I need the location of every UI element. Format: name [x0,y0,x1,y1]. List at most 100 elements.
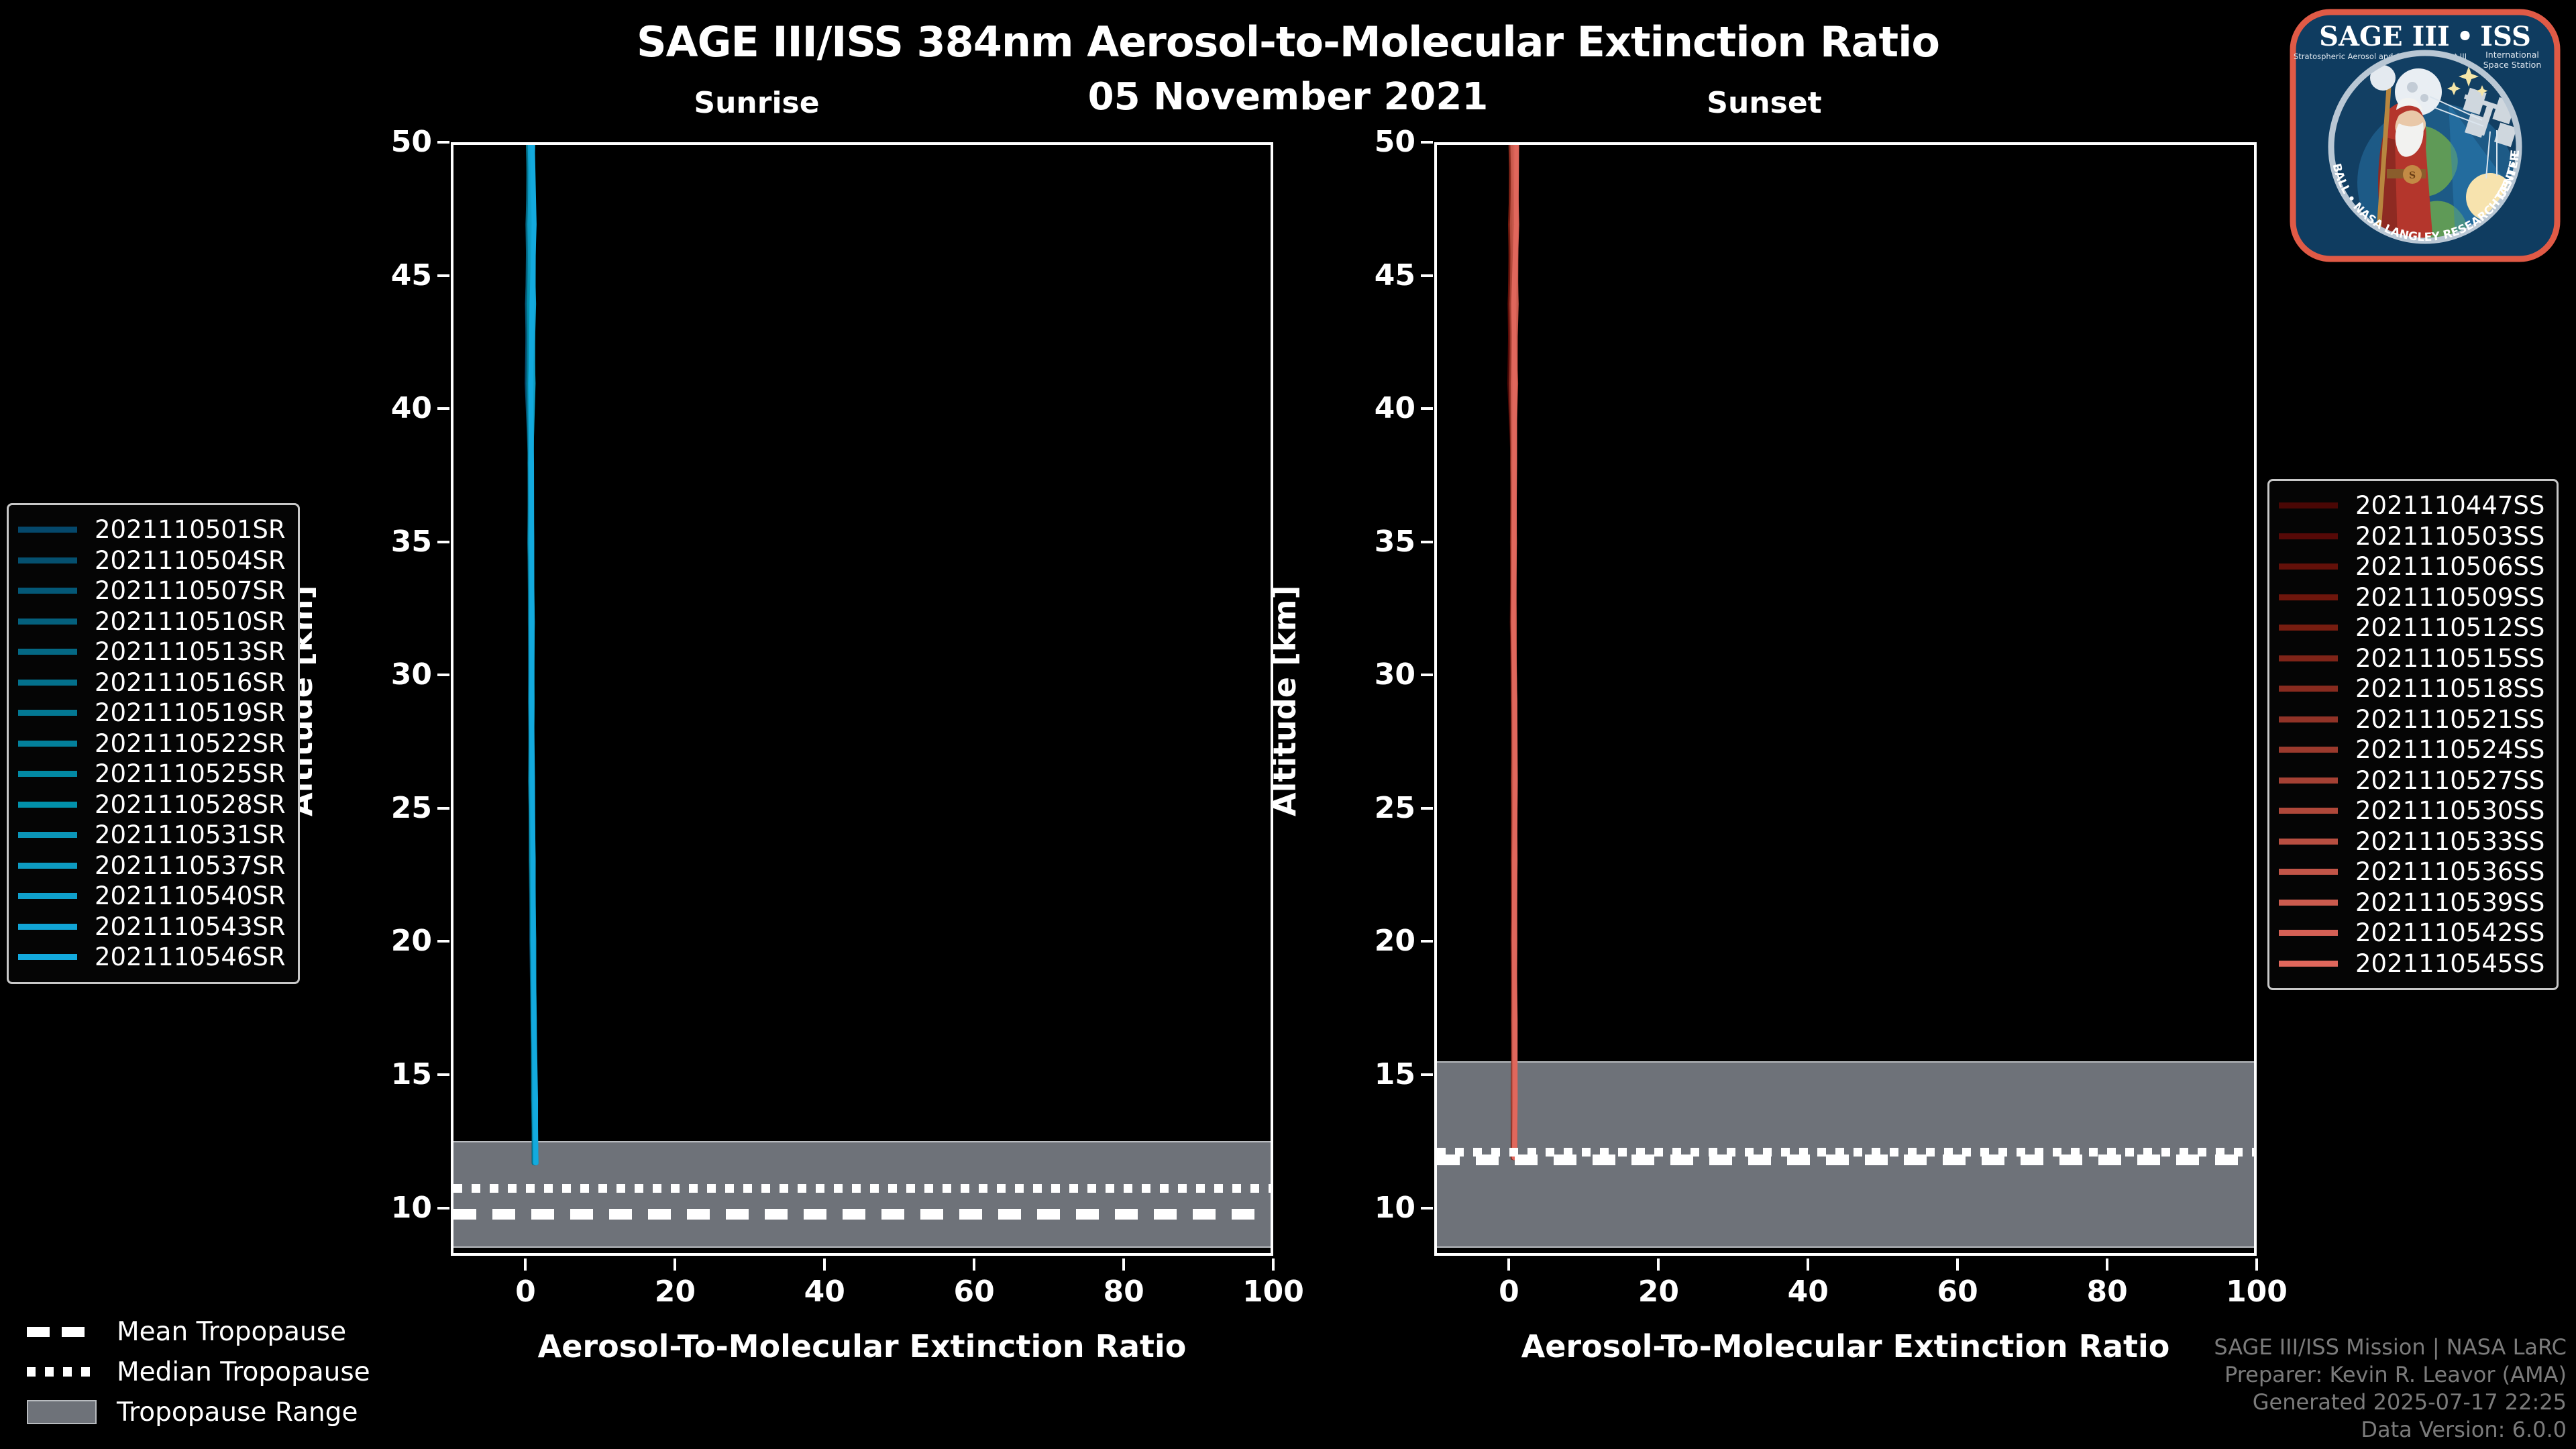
legend-item-sunset-event[interactable]: 2021110545SS [2279,949,2544,979]
legend-color-swatch-icon [2279,808,2338,814]
x-axis-title: Aerosol-To-Molecular Extinction Ratio [537,1328,1187,1364]
legend-item-sunrise-event[interactable]: 2021110507SR [18,576,286,606]
legend-item-sunset-event[interactable]: 2021110521SS [2279,704,2544,735]
legend-color-swatch-icon [2279,869,2338,875]
legend-item-label: 2021110530SS [2355,796,2545,826]
legend-item-sunset-event[interactable]: 2021110530SS [2279,796,2544,826]
legend-color-swatch-icon [18,771,77,777]
legend-item-sunrise-event[interactable]: 2021110540SR [18,881,286,912]
legend-color-swatch-icon [2279,686,2338,692]
tropopause-range-band [453,1141,1271,1248]
sunset-series-group [1507,145,1519,1161]
legend-item-sunset-event[interactable]: 2021110524SS [2279,735,2544,765]
legend-item-tropopause-range: Tropopause Range [9,1392,412,1432]
x-axis-tick-mark [674,1258,677,1271]
x-axis-tick-label: 80 [1103,1275,1144,1309]
legend-color-swatch-icon [18,740,77,747]
legend-item-sunset-event[interactable]: 2021110515SS [2279,643,2544,674]
x-axis-tick-mark [1122,1258,1126,1271]
legend-color-swatch-icon [18,618,77,625]
legend-item-mean-tropopause: Mean Tropopause [9,1311,412,1352]
legend-item-sunrise-event[interactable]: 2021110546SR [18,942,286,973]
legend-item-sunrise-event[interactable]: 2021110501SR [18,515,286,545]
legend-item-sunrise-event[interactable]: 2021110519SR [18,698,286,729]
legend-item-sunrise-event[interactable]: 2021110516SR [18,667,286,698]
legend-item-label: 2021110447SS [2355,491,2545,521]
legend-item-sunset-event[interactable]: 2021110533SS [2279,826,2544,857]
x-axis-tick-label: 20 [1638,1275,1679,1309]
y-axis-tick-label: 10 [390,1190,432,1225]
legend-item-sunset-event[interactable]: 2021110509SS [2279,582,2544,613]
series-line [1511,145,1519,1161]
sunrise-event-legend[interactable]: 2021110501SR 2021110504SR 2021110507SR 2021… [7,503,300,984]
logo-scene: S [2331,53,2519,241]
legend-item-label: 2021110540SR [95,881,286,911]
legend-item-sunrise-event[interactable]: 2021110513SR [18,637,286,667]
sunrise-series-group [525,145,539,1166]
y-axis-tick-label: 20 [1374,924,1415,959]
legend-item-label: 2021110503SS [2355,521,2545,551]
y-axis-tick-label: 40 [390,391,432,426]
legend-item-sunrise-event[interactable]: 2021110525SR [18,759,286,790]
y-axis-tick-label: 50 [1374,125,1415,159]
legend-item-label: 2021110513SR [95,637,286,667]
median-tropopause-line [1437,1148,2254,1157]
legend-color-swatch-icon [2279,564,2338,570]
legend-item-sunrise-event[interactable]: 2021110531SR [18,820,286,851]
legend-item-sunset-event[interactable]: 2021110518SS [2279,674,2544,704]
legend-item-sunrise-event[interactable]: 2021110522SR [18,729,286,759]
legend-color-swatch-icon [2279,930,2338,936]
legend-item-label: 2021110525SR [95,759,286,789]
page-title: SAGE III/ISS 384nm Aerosol-to-Molecular … [636,17,1940,66]
y-axis-tick-label: 15 [390,1057,432,1091]
footer-mission-line: SAGE III/ISS Mission | NASA LaRC [2214,1334,2567,1360]
tropopause-legend: Mean Tropopause Median Tropopause Tropop… [9,1311,412,1432]
legend-item-sunset-event[interactable]: 2021110539SS [2279,888,2544,918]
legend-color-swatch-icon [18,527,77,533]
y-axis-title: Altitude [km] [1267,585,1303,816]
legend-color-swatch-icon [18,588,77,594]
legend-item-median-tropopause: Median Tropopause [9,1352,412,1392]
svg-text:S: S [2409,170,2416,181]
legend-item-label: 2021110539SS [2355,888,2545,917]
legend-item-sunset-event[interactable]: 2021110503SS [2279,521,2544,552]
legend-item-sunset-event[interactable]: 2021110512SS [2279,612,2544,643]
legend-item-sunset-event[interactable]: 2021110536SS [2279,857,2544,888]
y-axis-tick-label: 30 [1374,657,1415,692]
legend-item-sunset-event[interactable]: 2021110527SS [2279,765,2544,796]
legend-item-label: 2021110531SR [95,820,286,850]
legend-item-label: 2021110504SR [95,545,286,575]
y-axis-tick-label: 45 [390,258,432,292]
legend-item-label: 2021110528SR [95,790,286,819]
legend-item-label: 2021110537SR [95,851,286,880]
legend-item-sunrise-event[interactable]: 2021110537SR [18,851,286,881]
y-axis-tick-label: 20 [390,924,432,959]
y-axis-tick-mark [1421,274,1433,277]
legend-item-label: 2021110515SS [2355,643,2545,673]
legend-color-swatch-icon [2279,777,2338,784]
legend-item-sunrise-event[interactable]: 2021110510SR [18,606,286,637]
legend-color-swatch-icon [18,557,77,564]
legend-item-label: 2021110512SS [2355,613,2545,643]
legend-item-sunset-event[interactable]: 2021110506SS [2279,551,2544,582]
legend-item-sunrise-event[interactable]: 2021110528SR [18,790,286,820]
y-axis-tick-mark [437,1073,449,1076]
mean-tropopause-line [1437,1155,2254,1166]
sunset-event-legend[interactable]: 2021110447SS 2021110503SS 2021110506SS 2021… [2267,479,2559,990]
legend-color-swatch-icon [18,649,77,655]
staff-icon [2375,82,2392,236]
legend-item-label: 2021110519SR [95,698,286,728]
sunrise-panel-title: Sunrise [694,86,820,120]
x-axis-tick-label: 100 [1242,1275,1304,1309]
legend-item-sunrise-event[interactable]: 2021110504SR [18,545,286,576]
y-axis-tick-label: 35 [390,524,432,559]
legend-item-sunrise-event[interactable]: 2021110543SR [18,912,286,943]
legend-item-sunset-event[interactable]: 2021110542SS [2279,918,2544,949]
legend-item-sunset-event[interactable]: 2021110447SS [2279,490,2544,521]
legend-color-swatch-icon [2279,594,2338,600]
logo-subtitle-right-2: Space Station [2483,60,2542,70]
tropopause-range-swatch-icon [27,1400,97,1424]
legend-color-swatch-icon [2279,655,2338,661]
y-axis-tick-label: 10 [1374,1190,1415,1225]
y-axis-tick-label: 15 [1374,1057,1415,1091]
